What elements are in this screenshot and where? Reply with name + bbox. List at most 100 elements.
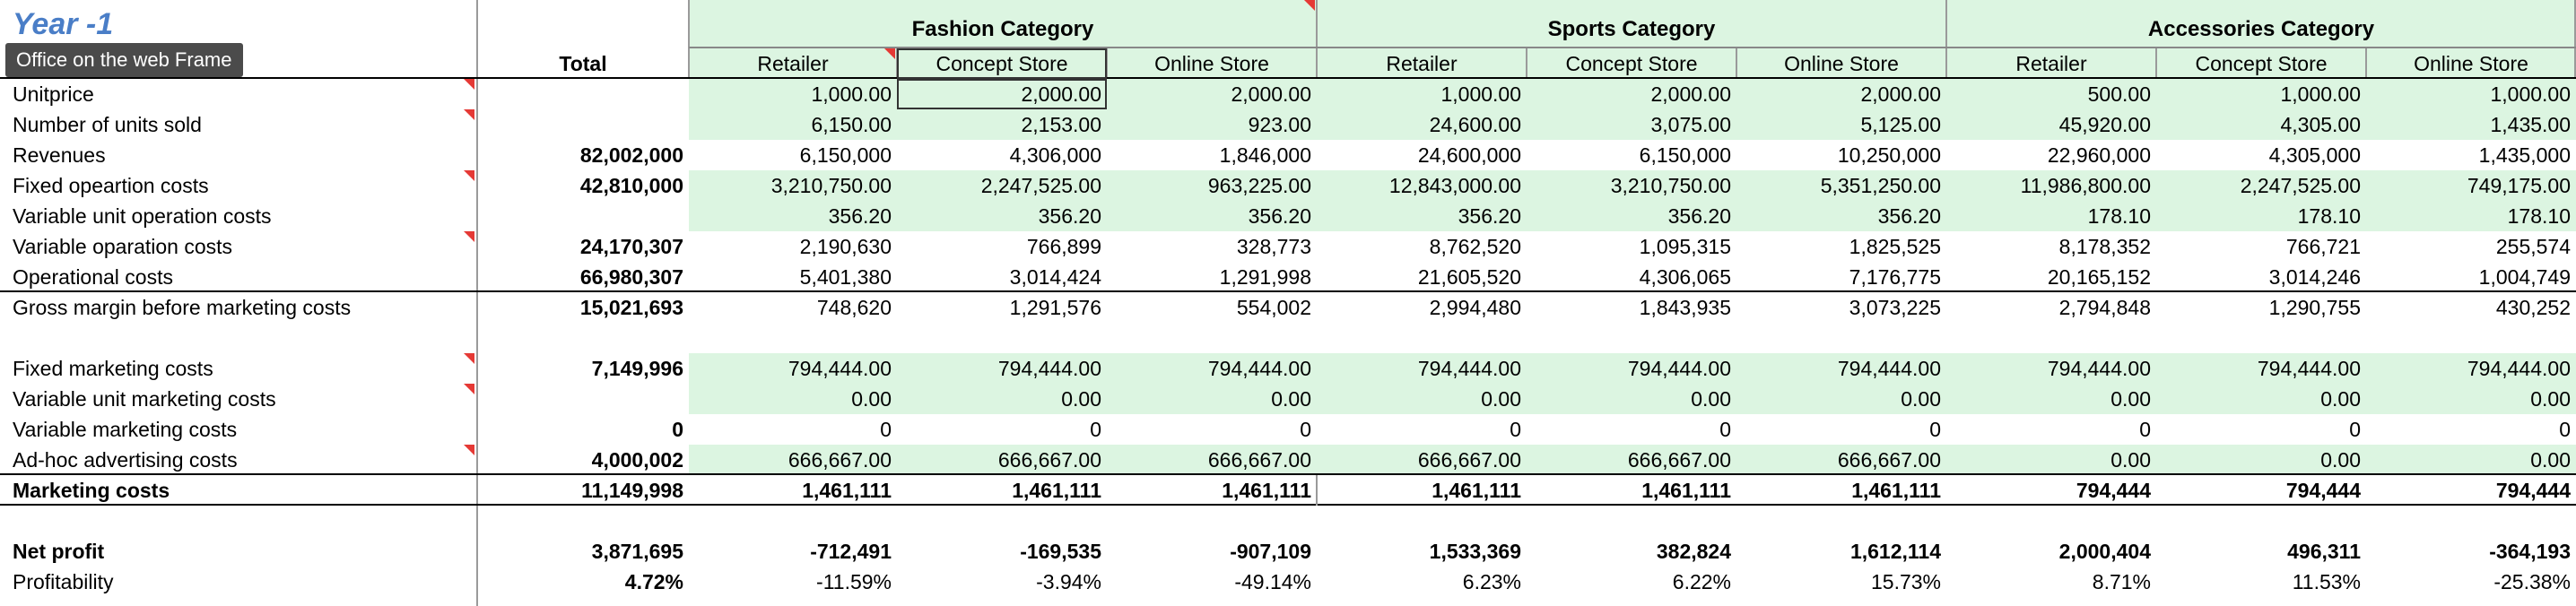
- row-total[interactable]: 4.72%: [624, 570, 683, 593]
- value-cell[interactable]: 500.00: [1946, 79, 2156, 109]
- value-cell[interactable]: 2,247,525.00: [897, 170, 1107, 201]
- value-cell[interactable]: 328,773: [1236, 235, 1311, 258]
- value-cell[interactable]: 178.10: [2156, 201, 2366, 231]
- channel-header[interactable]: Concept Store: [1565, 52, 1698, 75]
- value-cell[interactable]: -712,491: [810, 540, 892, 563]
- value-cell[interactable]: 794,444.00: [1317, 353, 1527, 384]
- value-cell[interactable]: 1,000.00: [1317, 79, 1527, 109]
- row-total[interactable]: 24,170,307: [579, 235, 683, 258]
- value-cell[interactable]: 923.00: [1107, 109, 1317, 140]
- value-cell[interactable]: 1,095,315: [1639, 235, 1731, 258]
- value-cell[interactable]: 4,306,065: [1639, 265, 1731, 289]
- row-total[interactable]: 4,000,002: [591, 448, 683, 472]
- row-total[interactable]: [477, 201, 689, 231]
- value-cell[interactable]: 11,986,800.00: [1946, 170, 2156, 201]
- value-cell[interactable]: 356.20: [689, 201, 897, 231]
- value-cell[interactable]: 496,311: [2287, 540, 2361, 563]
- value-cell[interactable]: 666,667.00: [897, 445, 1107, 475]
- comment-indicator[interactable]: [464, 231, 474, 242]
- row-total[interactable]: 82,002,000: [579, 143, 683, 167]
- row-label[interactable]: Marketing costs: [13, 479, 170, 502]
- value-cell[interactable]: 794,444.00: [897, 353, 1107, 384]
- value-cell[interactable]: 356.20: [1317, 201, 1527, 231]
- channel-header[interactable]: Retailer: [1386, 52, 1458, 75]
- value-cell[interactable]: 0.00: [2366, 445, 2576, 475]
- value-cell[interactable]: 6,150,000: [799, 143, 892, 167]
- value-cell[interactable]: 24,600.00: [1317, 109, 1527, 140]
- row-total[interactable]: [477, 109, 689, 140]
- row-label[interactable]: Gross margin before marketing costs: [13, 296, 352, 319]
- value-cell[interactable]: 794,444.00: [2156, 353, 2366, 384]
- row-label[interactable]: Ad-hoc advertising costs: [13, 448, 238, 472]
- value-cell[interactable]: 11.53%: [2292, 570, 2361, 593]
- value-cell[interactable]: 666,667.00: [1317, 445, 1527, 475]
- category-header[interactable]: Fashion Category: [911, 17, 1094, 41]
- row-label[interactable]: Fixed marketing costs: [13, 357, 213, 380]
- value-cell[interactable]: 356.20: [897, 201, 1107, 231]
- value-cell[interactable]: -25.38%: [2493, 570, 2571, 593]
- value-cell[interactable]: [2366, 323, 2576, 353]
- value-cell[interactable]: 748,620: [816, 296, 892, 319]
- value-cell[interactable]: 766,721: [2285, 235, 2361, 258]
- value-cell[interactable]: [1317, 506, 1527, 536]
- value-cell[interactable]: 4,305,000: [2268, 143, 2361, 167]
- row-label[interactable]: Net profit: [13, 540, 105, 563]
- row-label[interactable]: Operational costs: [13, 265, 173, 289]
- value-cell[interactable]: 2,190,630: [799, 235, 892, 258]
- row-label[interactable]: Variable marketing costs: [13, 418, 238, 441]
- comment-indicator[interactable]: [464, 445, 474, 455]
- comment-indicator[interactable]: [464, 170, 474, 181]
- value-cell[interactable]: 0: [1929, 418, 1941, 441]
- value-cell[interactable]: 0.00: [1946, 384, 2156, 414]
- value-cell[interactable]: 794,444.00: [1527, 353, 1736, 384]
- comment-indicator[interactable]: [884, 48, 895, 59]
- value-cell[interactable]: 0: [1510, 418, 1521, 441]
- value-cell[interactable]: 2,153.00: [897, 109, 1107, 140]
- value-cell[interactable]: 794,444.00: [689, 353, 897, 384]
- row-label[interactable]: Profitability: [13, 570, 114, 593]
- row-label[interactable]: [0, 323, 477, 353]
- row-label[interactable]: Variable unit operation costs: [13, 204, 272, 228]
- row-label[interactable]: Number of units sold: [13, 113, 202, 136]
- value-cell[interactable]: 554,002: [1236, 296, 1311, 319]
- value-cell[interactable]: [689, 323, 897, 353]
- value-cell[interactable]: 6.22%: [1672, 570, 1731, 593]
- comment-indicator[interactable]: [1304, 0, 1315, 11]
- comment-indicator[interactable]: [464, 384, 474, 394]
- row-total[interactable]: 3,871,695: [591, 540, 683, 563]
- channel-header[interactable]: Retailer: [2015, 52, 2087, 75]
- channel-header[interactable]: Concept Store: [2195, 52, 2328, 75]
- value-cell[interactable]: 2,000.00: [897, 79, 1107, 109]
- active-cell-selection[interactable]: [897, 79, 1107, 109]
- value-cell[interactable]: -169,535: [1020, 540, 1101, 563]
- value-cell[interactable]: 666,667.00: [1736, 445, 1946, 475]
- value-cell[interactable]: [1946, 506, 2156, 536]
- value-cell[interactable]: 0: [880, 418, 892, 441]
- value-cell[interactable]: 5,351,250.00: [1736, 170, 1946, 201]
- value-cell[interactable]: 1,290,755: [2268, 296, 2361, 319]
- value-cell[interactable]: 666,667.00: [1107, 445, 1317, 475]
- value-cell[interactable]: 0.00: [1736, 384, 1946, 414]
- value-cell[interactable]: -49.14%: [1234, 570, 1311, 593]
- row-total[interactable]: 15,021,693: [579, 296, 683, 319]
- row-label[interactable]: Fixed opeartion costs: [13, 174, 209, 197]
- value-cell[interactable]: -907,109: [1230, 540, 1311, 563]
- comment-indicator[interactable]: [464, 79, 474, 90]
- value-cell[interactable]: 8.71%: [2092, 570, 2151, 593]
- value-cell[interactable]: -364,193: [2489, 540, 2571, 563]
- value-cell[interactable]: 15.73%: [1870, 570, 1941, 593]
- value-cell[interactable]: 2,994,480: [1429, 296, 1521, 319]
- value-cell[interactable]: 0.00: [1946, 445, 2156, 475]
- value-cell[interactable]: [1317, 323, 1527, 353]
- value-cell[interactable]: 12,843,000.00: [1317, 170, 1527, 201]
- comment-indicator[interactable]: [464, 109, 474, 120]
- row-total[interactable]: 11,149,998: [581, 479, 683, 502]
- value-cell[interactable]: 0: [1719, 418, 1731, 441]
- value-cell[interactable]: 3,014,246: [2268, 265, 2361, 289]
- row-total[interactable]: 0: [672, 418, 683, 441]
- value-cell[interactable]: 22,960,000: [2047, 143, 2151, 167]
- value-cell[interactable]: 3,014,424: [1009, 265, 1101, 289]
- value-cell[interactable]: 2,000.00: [1527, 79, 1736, 109]
- value-cell[interactable]: [2366, 506, 2576, 536]
- value-cell[interactable]: 794,444: [2076, 479, 2151, 502]
